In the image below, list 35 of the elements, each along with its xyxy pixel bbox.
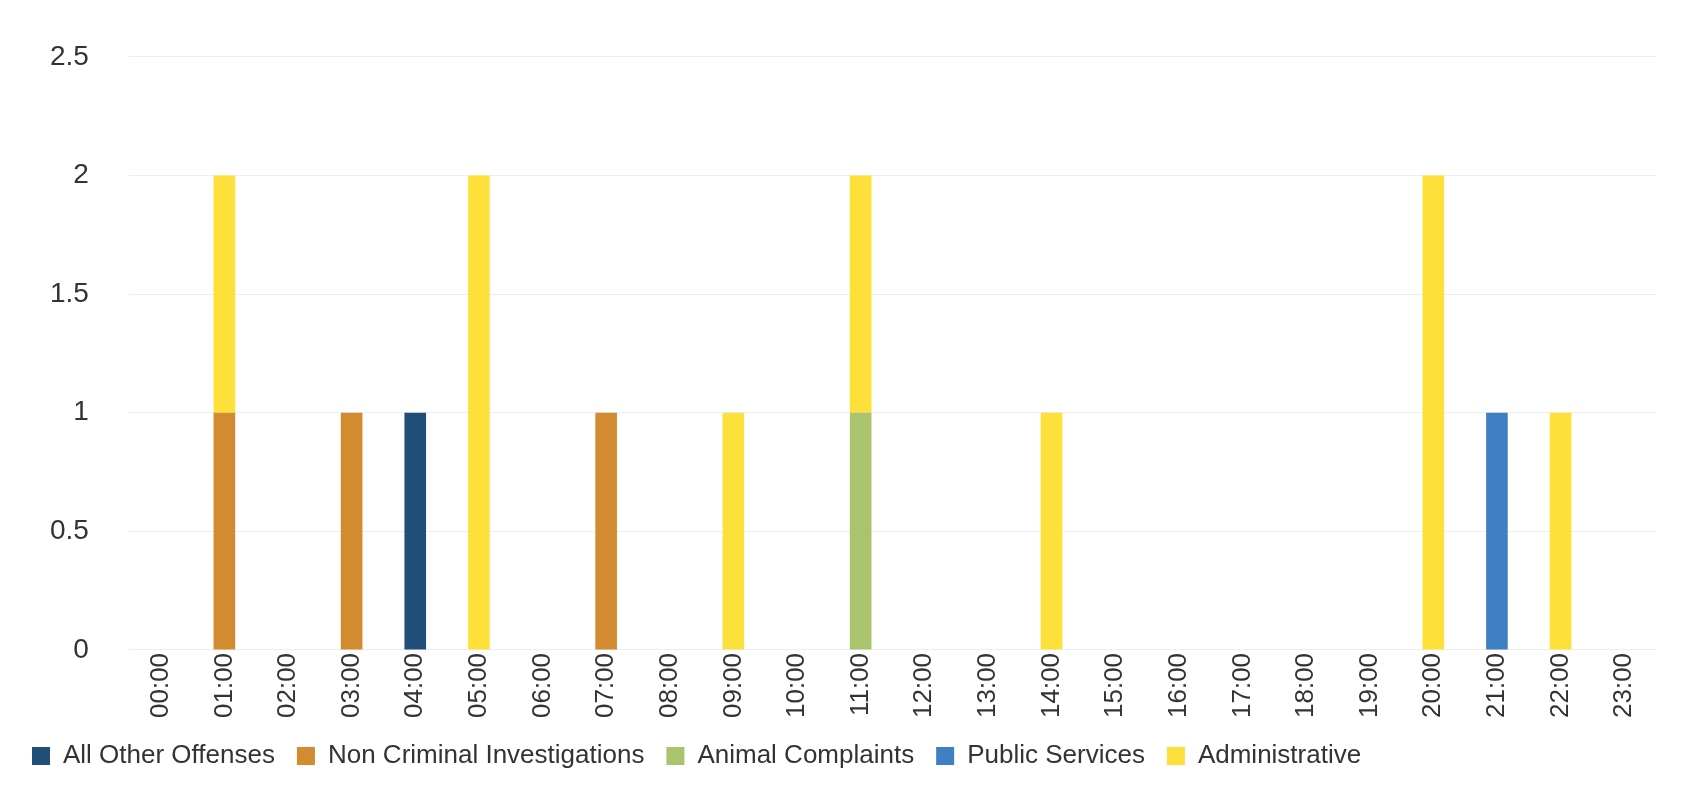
x-tick-label: 10:00 <box>780 652 811 719</box>
x-tick-label: 04:00 <box>398 652 429 719</box>
x-tick-label: 21:00 <box>1480 652 1511 719</box>
x-tick-label: 23:00 <box>1607 652 1638 719</box>
x-tick-label: 14:00 <box>1034 652 1065 719</box>
x-tick-label: 09:00 <box>716 652 747 719</box>
legend-label: Public Services <box>967 739 1145 770</box>
x-tick-label: 05:00 <box>462 652 493 719</box>
x-tick-label: 07:00 <box>589 652 620 719</box>
y-tick-label: 2.5 <box>49 39 89 71</box>
x-tick-label: 16:00 <box>1161 652 1192 719</box>
x-tick-label: 18:00 <box>1289 652 1320 719</box>
legend-label: Non Criminal Investigations <box>327 739 645 770</box>
x-tick-label: 06:00 <box>525 652 556 719</box>
x-tick-label: 08:00 <box>652 652 683 719</box>
y-tick-label: 1.5 <box>49 276 89 308</box>
legend-label: Animal Complaints <box>697 739 915 770</box>
x-tick-label: 13:00 <box>971 652 1002 719</box>
y-tick-label: 1 <box>73 395 89 427</box>
x-tick-label: 17:00 <box>1225 652 1256 719</box>
y-tick-label: 0.5 <box>49 514 89 546</box>
y-tick-label: 0 <box>73 632 89 664</box>
legend-label: Administrative <box>1197 739 1362 770</box>
x-tick-label: 11:00 <box>843 652 874 717</box>
x-tick-label: 03:00 <box>334 652 365 719</box>
x-tick-label: 01:00 <box>207 652 238 719</box>
legend-label: All Other Offenses <box>63 739 275 770</box>
y-tick-label: 2 <box>73 158 89 190</box>
x-tick-label: 20:00 <box>1416 652 1447 719</box>
x-tick-label: 15:00 <box>1098 652 1129 719</box>
x-tick-label: 00:00 <box>143 652 174 719</box>
x-tick-label: 22:00 <box>1543 652 1574 719</box>
x-tick-label: 02:00 <box>271 652 302 719</box>
x-tick-label: 12:00 <box>907 652 938 719</box>
x-tick-label: 19:00 <box>1352 652 1383 719</box>
